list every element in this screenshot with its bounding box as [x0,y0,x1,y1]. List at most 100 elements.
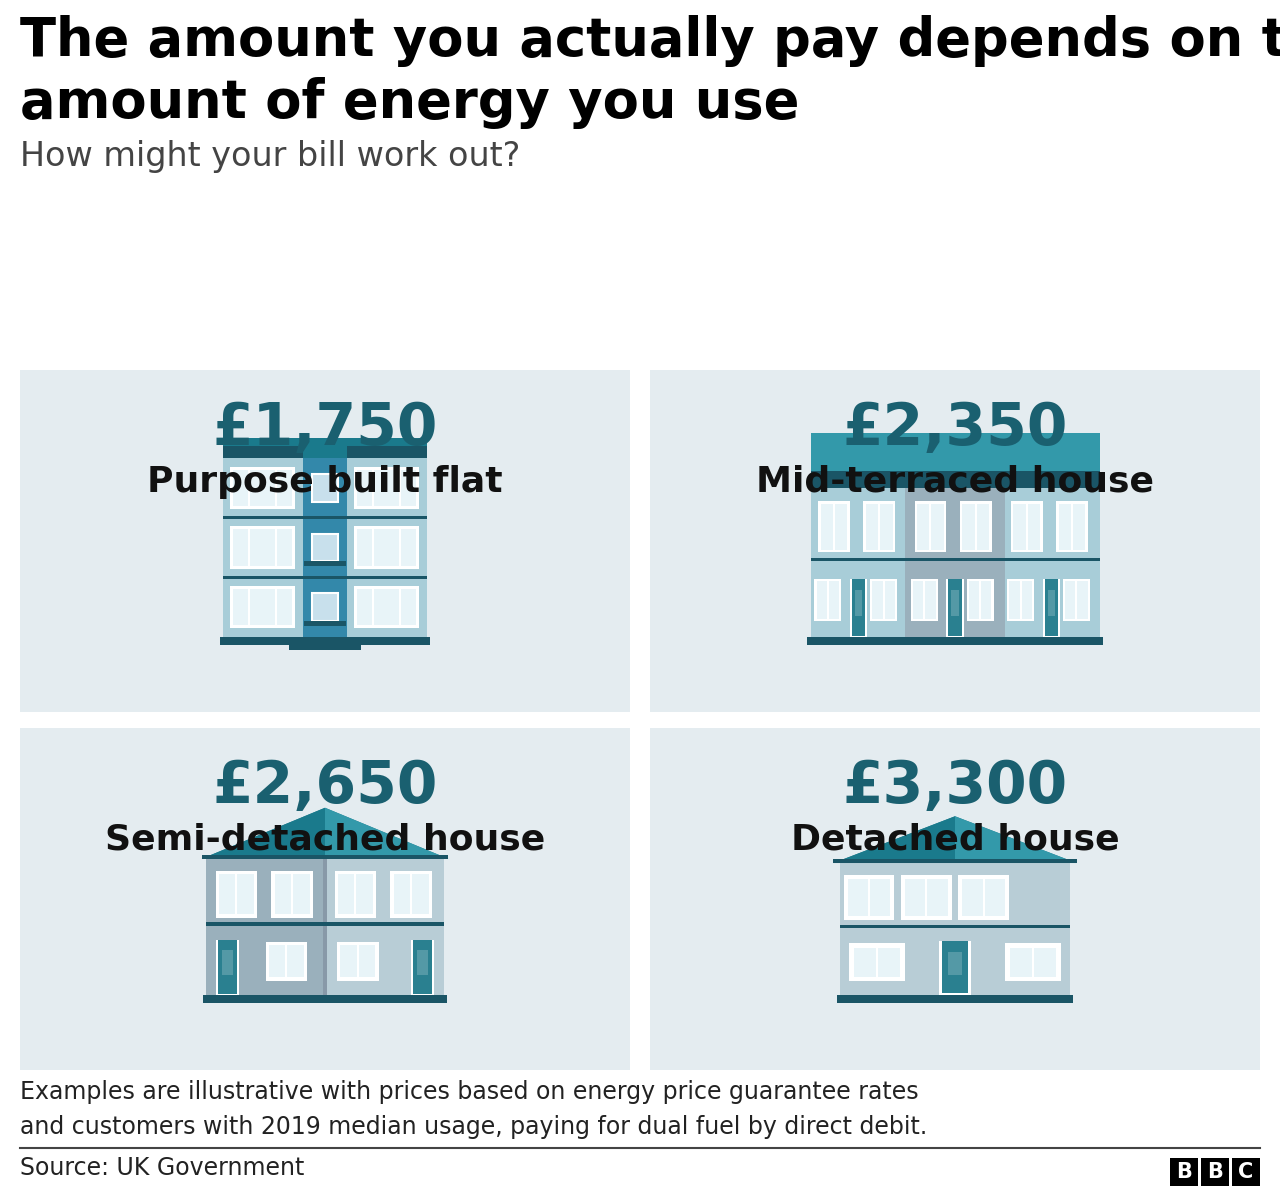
Bar [303,562,347,566]
Bar [948,952,963,976]
Bar [223,446,428,458]
Bar [974,504,977,550]
Bar [948,578,961,636]
Bar [275,874,310,914]
Bar [289,646,361,649]
Bar [850,578,868,637]
Bar [380,527,420,569]
Bar [355,874,356,914]
Bar [855,590,863,616]
Bar [951,590,959,616]
Bar [810,472,1100,488]
Bar [256,586,296,629]
Polygon shape [833,816,955,863]
Bar [384,589,416,625]
Bar [357,529,389,565]
Bar [844,875,895,920]
Text: Semi-detached house: Semi-detached house [105,823,545,857]
Bar [260,470,292,506]
Bar [372,589,374,625]
Bar [260,529,292,565]
Bar [248,589,250,625]
Bar [260,589,292,625]
Bar [901,875,951,920]
Bar [337,942,379,980]
Bar [1011,502,1043,552]
Bar [413,940,433,994]
Bar [20,728,630,1070]
Bar [925,878,927,916]
Bar [833,504,835,550]
Bar [271,871,314,918]
Text: £1,750: £1,750 [212,400,438,457]
Text: Examples are illustrative with prices based on energy price guarantee rates
and : Examples are illustrative with prices ba… [20,1080,927,1140]
Bar [303,458,347,637]
Text: Mid-terraced house: Mid-terraced house [756,464,1155,499]
Bar [312,594,338,620]
Bar [940,941,972,995]
Bar [650,370,1260,712]
Bar [979,581,980,619]
Bar [942,941,968,994]
Bar [1007,578,1034,622]
Bar [1062,578,1089,622]
Bar [292,874,293,914]
Bar [236,874,237,914]
Bar [256,527,296,569]
Polygon shape [202,808,448,859]
Bar [914,502,946,552]
Bar [1056,502,1088,552]
Bar [312,534,338,562]
Bar [969,581,992,619]
Bar [1075,581,1078,619]
Bar [233,470,266,506]
Bar [1010,948,1056,977]
Bar [1043,578,1060,637]
Bar [905,488,909,637]
Bar [1001,488,1005,637]
Bar [380,586,420,629]
Bar [1019,581,1021,619]
Bar [868,878,870,916]
Bar [929,504,932,550]
Polygon shape [202,808,325,859]
Text: £3,300: £3,300 [842,758,1068,815]
Bar [233,529,266,565]
Bar [906,488,1004,637]
Bar [380,467,420,509]
Bar [399,470,401,506]
Bar [394,874,429,914]
Bar [229,586,269,629]
Bar [837,995,1073,1003]
Bar [390,871,433,918]
Bar [840,863,1070,995]
Bar [873,581,895,619]
Bar [206,859,325,995]
Bar [827,581,829,619]
Bar [814,578,841,622]
Bar [248,470,250,506]
Bar [840,924,1070,928]
Bar [983,878,984,916]
Bar [303,620,347,625]
Bar [966,578,993,622]
Bar [248,529,250,565]
Bar [312,474,338,502]
Bar [256,467,296,509]
Bar [960,502,992,552]
Bar [1004,488,1100,637]
Bar [275,470,276,506]
Bar [223,516,428,520]
Bar [384,470,416,506]
Bar [347,458,428,637]
Bar [850,943,905,982]
Bar [867,504,892,550]
Bar [338,874,372,914]
Bar [878,504,881,550]
Text: £2,650: £2,650 [212,758,438,815]
Bar [854,948,900,977]
Bar [1006,943,1061,982]
Bar [399,529,401,565]
Bar [357,589,389,625]
Bar [864,502,895,552]
